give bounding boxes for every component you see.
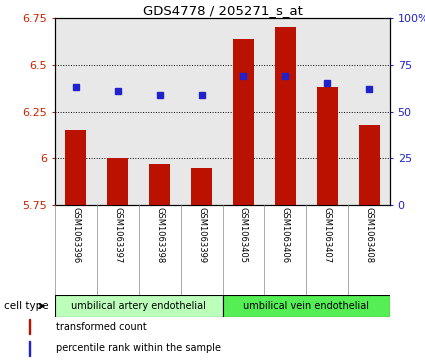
Bar [108,158,128,205]
Text: GSM1063408: GSM1063408 [365,207,374,263]
Text: GSM1063397: GSM1063397 [113,207,122,263]
Text: GSM1063407: GSM1063407 [323,207,332,263]
Bar [233,38,254,205]
Bar [191,168,212,205]
Bar [359,125,380,205]
Bar [223,295,390,317]
Text: percentile rank within the sample: percentile rank within the sample [56,343,221,354]
Text: transformed count: transformed count [56,322,147,332]
Text: umbilical vein endothelial: umbilical vein endothelial [243,301,369,311]
Bar [317,87,337,205]
Bar [65,130,86,205]
Bar [55,295,223,317]
Bar [29,340,30,356]
Bar [275,27,296,205]
Text: GSM1063398: GSM1063398 [155,207,164,263]
Text: cell type: cell type [4,301,49,311]
Text: GSM1063399: GSM1063399 [197,207,206,263]
Text: GSM1063396: GSM1063396 [71,207,80,263]
Text: umbilical artery endothelial: umbilical artery endothelial [71,301,206,311]
Text: GSM1063406: GSM1063406 [281,207,290,263]
Title: GDS4778 / 205271_s_at: GDS4778 / 205271_s_at [142,4,303,17]
Text: GSM1063405: GSM1063405 [239,207,248,263]
Bar [29,319,30,334]
Bar [149,164,170,205]
